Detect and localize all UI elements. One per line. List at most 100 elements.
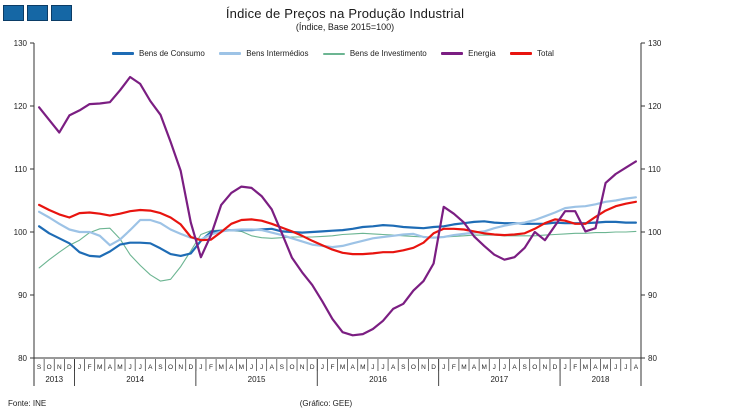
series-line-bens-de-consumo (37, 220, 638, 258)
x-month-label: N (300, 364, 305, 371)
legend-label: Bens Intermédios (246, 49, 309, 58)
x-month-label: O (168, 364, 173, 371)
x-month-label: N (543, 364, 548, 371)
series-line-bens-de-investimento (38, 227, 637, 282)
x-month-label: F (573, 364, 577, 371)
x-month-label: F (330, 364, 334, 371)
legend-label: Energia (468, 49, 496, 58)
legend-swatch-total (510, 52, 533, 55)
x-month-label: F (209, 364, 213, 371)
x-month-label: J (139, 364, 142, 371)
x-year-label: 2016 (369, 375, 387, 384)
x-month-label: J (260, 364, 263, 371)
x-month-label: M (97, 364, 102, 371)
x-month-label: D (67, 364, 72, 371)
x-year-label: 2013 (45, 375, 63, 384)
series-line-bens-interm-dios (37, 196, 638, 249)
y-axis-label-right: 90 (648, 291, 657, 300)
y-axis-label-left: 80 (18, 354, 27, 363)
legend-item-bens-intermedios: Bens Intermédios (219, 49, 308, 58)
x-month-label: M (218, 364, 223, 371)
x-month-label: N (421, 364, 426, 371)
legend-item-bens-de-investimento: Bens de Investimento (322, 49, 427, 58)
x-month-label: A (512, 364, 517, 371)
x-month-label: F (88, 364, 92, 371)
x-month-label: A (472, 364, 477, 371)
x-month-label: N (178, 364, 183, 371)
x-month-label: O (289, 364, 294, 371)
chart-legend: Bens de Consumo Bens Intermédios Bens de… (112, 49, 554, 58)
x-month-label: A (634, 364, 639, 371)
x-month-label: J (250, 364, 253, 371)
x-month-label: J (442, 364, 445, 371)
x-month-label: S (158, 364, 163, 371)
legend-label: Bens de Investimento (349, 49, 427, 58)
x-month-label: M (583, 364, 588, 371)
x-month-label: S (37, 364, 42, 371)
legend-swatch-energia (441, 52, 464, 55)
x-month-label: A (229, 364, 234, 371)
x-month-label: D (553, 364, 558, 371)
x-month-label: S (280, 364, 285, 371)
title-block: Índice de Preços na Produção Industrial … (0, 6, 690, 32)
x-year-label: 2018 (592, 375, 610, 384)
x-month-label: J (564, 364, 567, 371)
x-month-label: O (47, 364, 52, 371)
x-month-label: A (270, 364, 275, 371)
legend-item-total: Total (510, 49, 554, 58)
y-axis-label-right: 110 (648, 165, 661, 174)
y-axis-label-left: 110 (14, 165, 27, 174)
x-month-label: J (493, 364, 496, 371)
x-month-label: S (401, 364, 406, 371)
x-month-label: M (481, 364, 486, 371)
x-month-label: A (148, 364, 153, 371)
legend-swatch-bens-de-consumo (112, 52, 134, 55)
logo-square-icon (51, 5, 72, 21)
x-month-label: J (321, 364, 324, 371)
y-axis-label-right: 130 (648, 39, 662, 48)
chart-title: Índice de Preços na Produção Industrial (225, 6, 465, 21)
x-year-label: 2014 (126, 375, 144, 384)
y-axis-label-right: 80 (648, 354, 657, 363)
x-month-label: J (199, 364, 202, 371)
series-line-total (37, 200, 638, 256)
x-month-label: D (431, 364, 436, 371)
y-axis-label-left: 100 (14, 228, 28, 237)
x-month-label: M (461, 364, 466, 371)
x-month-label: J (78, 364, 81, 371)
legend-label: Bens de Consumo (139, 49, 205, 58)
x-month-label: A (108, 364, 113, 371)
y-axis-label-left: 90 (18, 291, 27, 300)
x-month-label: S (522, 364, 527, 371)
legend-label: Total (537, 49, 554, 58)
y-axis-label-right: 120 (648, 102, 662, 111)
legend-swatch-bens-intermedios (219, 52, 242, 55)
x-month-label: J (371, 364, 374, 371)
x-month-label: D (310, 364, 315, 371)
x-month-label: A (391, 364, 396, 371)
credit-note: (Gráfico: GEE) (299, 399, 353, 408)
x-month-label: A (593, 364, 598, 371)
x-month-label: J (624, 364, 627, 371)
chart-subtitle: (Índice, Base 2015=100) (295, 22, 395, 32)
x-month-label: J (614, 364, 617, 371)
x-month-label: M (117, 364, 122, 371)
x-month-label: D (188, 364, 193, 371)
x-month-label: J (128, 364, 131, 371)
series-line-energia (37, 75, 638, 337)
x-year-label: 2015 (248, 375, 266, 384)
x-month-label: O (411, 364, 416, 371)
legend-item-bens-de-consumo: Bens de Consumo (112, 49, 205, 58)
x-month-label: M (239, 364, 244, 371)
legend-swatch-bens-de-investimento (322, 52, 345, 55)
y-axis-label-right: 100 (648, 228, 662, 237)
x-month-label: O (532, 364, 537, 371)
x-month-label: M (340, 364, 345, 371)
x-month-label: A (351, 364, 356, 371)
source-note: Fonte: INE (8, 399, 47, 408)
gee-logo (3, 5, 72, 21)
logo-square-icon (3, 5, 24, 21)
x-month-label: M (603, 364, 608, 371)
